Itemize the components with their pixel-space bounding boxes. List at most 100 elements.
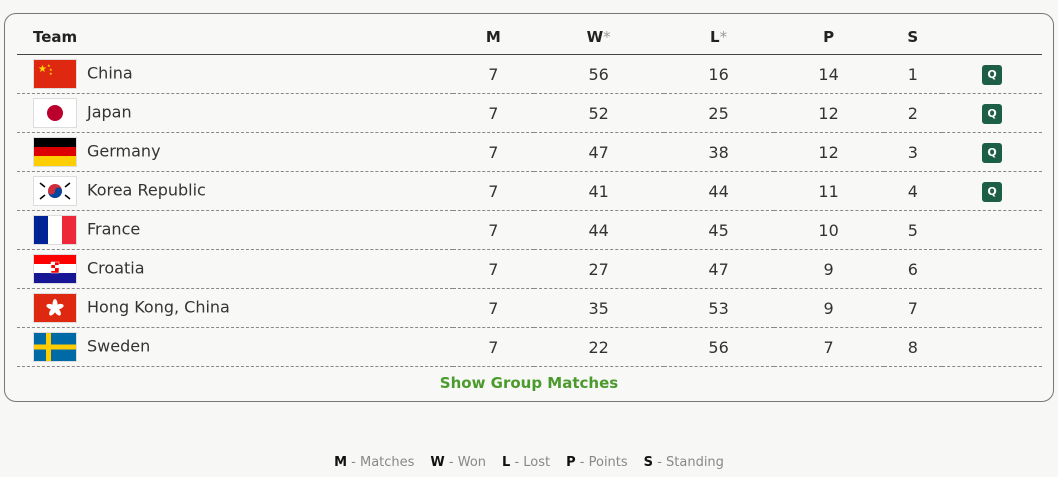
table-row: ★ ★ ★ ★ China 7 56 16 14 1 Q xyxy=(17,54,1042,94)
w-cell: 44 xyxy=(533,210,664,250)
l-cell: 56 xyxy=(663,327,774,367)
w-cell: 27 xyxy=(533,249,664,289)
svg-text:★: ★ xyxy=(49,71,53,76)
s-cell: 1 xyxy=(883,54,942,94)
france-flag-icon xyxy=(33,215,77,245)
p-cell: 12 xyxy=(773,93,884,133)
col-lost-label: L xyxy=(710,28,720,46)
team-name: Germany xyxy=(87,141,161,161)
legend-key: M xyxy=(334,455,348,470)
p-cell: 7 xyxy=(773,327,884,367)
qualified-cell xyxy=(942,210,1042,250)
col-won-label: W xyxy=(586,28,604,46)
legend-item: S - Standing xyxy=(644,455,724,470)
qualified-cell: Q xyxy=(942,54,1042,94)
qualified-cell: Q xyxy=(942,171,1042,211)
qualified-cell xyxy=(942,327,1042,367)
team-name: Sweden xyxy=(87,336,151,356)
svg-text:★: ★ xyxy=(49,67,53,72)
l-cell: 45 xyxy=(663,210,774,250)
legend: M - Matches W - Won L - Lost P - Points S - … xyxy=(0,455,1058,470)
m-cell: 7 xyxy=(453,327,534,367)
korea-flag-icon xyxy=(33,176,77,206)
legend-item: M - Matches xyxy=(334,455,414,470)
s-cell: 7 xyxy=(883,288,942,328)
s-cell: 8 xyxy=(883,327,942,367)
asterisk: * xyxy=(603,28,611,46)
legend-key: W xyxy=(430,455,445,470)
standings-card: Team M W* L* P S ★ ★ ★ ★ China 7 56 16 14 1 Q Japan… xyxy=(4,13,1054,402)
m-cell: 7 xyxy=(453,93,534,133)
p-cell: 9 xyxy=(773,288,884,328)
col-points: P xyxy=(773,20,884,55)
s-cell: 5 xyxy=(883,210,942,250)
header-row: Team M W* L* P S xyxy=(17,20,1042,55)
col-matches: M xyxy=(453,20,534,55)
p-cell: 11 xyxy=(773,171,884,211)
l-cell: 25 xyxy=(663,93,774,133)
m-cell: 7 xyxy=(453,249,534,289)
table-row: Croatia 7 27 47 9 6 xyxy=(17,249,1042,289)
legend-value: - Matches xyxy=(351,455,415,470)
w-cell: 56 xyxy=(533,54,664,94)
w-cell: 47 xyxy=(533,132,664,172)
legend-value: - Points xyxy=(579,455,628,470)
team-name: China xyxy=(87,63,133,83)
hongkong-flag-icon xyxy=(33,293,77,323)
qualified-badge: Q xyxy=(982,143,1002,163)
team-cell: Hong Kong, China xyxy=(17,288,453,328)
table-row: Sweden 7 22 56 7 8 xyxy=(17,327,1042,367)
team-name: Croatia xyxy=(87,258,145,278)
table-row: Hong Kong, China 7 35 53 9 7 xyxy=(17,288,1042,328)
col-team: Team xyxy=(17,20,453,55)
legend-value: - Won xyxy=(448,455,487,470)
col-standing: S xyxy=(883,20,942,55)
col-won: W* xyxy=(533,20,664,55)
svg-text:★: ★ xyxy=(47,63,51,68)
legend-item: P - Points xyxy=(566,455,628,470)
qualified-badge: Q xyxy=(982,182,1002,202)
w-cell: 35 xyxy=(533,288,664,328)
qualified-badge: Q xyxy=(982,65,1002,85)
col-qualified xyxy=(942,20,1042,55)
team-cell: Korea Republic xyxy=(17,171,453,211)
m-cell: 7 xyxy=(453,54,534,94)
l-cell: 44 xyxy=(663,171,774,211)
legend-item: L - Lost xyxy=(502,455,550,470)
team-cell: Germany xyxy=(17,132,453,172)
team-cell: Japan xyxy=(17,93,453,133)
asterisk: * xyxy=(719,28,728,46)
table-row: Japan 7 52 25 12 2 Q xyxy=(17,93,1042,133)
s-cell: 4 xyxy=(883,171,942,211)
p-cell: 14 xyxy=(773,54,884,94)
p-cell: 10 xyxy=(773,210,884,250)
team-cell: Croatia xyxy=(17,249,453,289)
l-cell: 38 xyxy=(663,132,774,172)
qualified-cell: Q xyxy=(942,93,1042,133)
legend-key: L xyxy=(502,455,511,470)
w-cell: 22 xyxy=(533,327,664,367)
m-cell: 7 xyxy=(453,288,534,328)
table-row: France 7 44 45 10 5 xyxy=(17,210,1042,250)
qualified-cell xyxy=(942,249,1042,289)
legend-key: S xyxy=(643,455,654,470)
m-cell: 7 xyxy=(453,210,534,250)
team-name: France xyxy=(87,219,141,239)
s-cell: 3 xyxy=(883,132,942,172)
legend-value: - Standing xyxy=(657,455,724,470)
germany-flag-icon xyxy=(33,137,77,167)
team-cell: France xyxy=(17,210,453,250)
svg-text:★: ★ xyxy=(38,64,47,75)
table-row: Korea Republic 7 41 44 11 4 Q xyxy=(17,171,1042,211)
qualified-badge: Q xyxy=(982,104,1002,124)
team-cell: ★ ★ ★ ★ China xyxy=(17,54,453,94)
p-cell: 9 xyxy=(773,249,884,289)
legend-item: W - Won xyxy=(430,455,486,470)
team-name: Hong Kong, China xyxy=(87,297,230,317)
s-cell: 6 xyxy=(883,249,942,289)
china-flag-icon: ★ ★ ★ ★ xyxy=(33,59,77,89)
show-group-matches-link[interactable]: Show Group Matches xyxy=(439,374,619,392)
team-cell: Sweden xyxy=(17,327,453,367)
s-cell: 2 xyxy=(883,93,942,133)
qualified-cell xyxy=(942,288,1042,328)
